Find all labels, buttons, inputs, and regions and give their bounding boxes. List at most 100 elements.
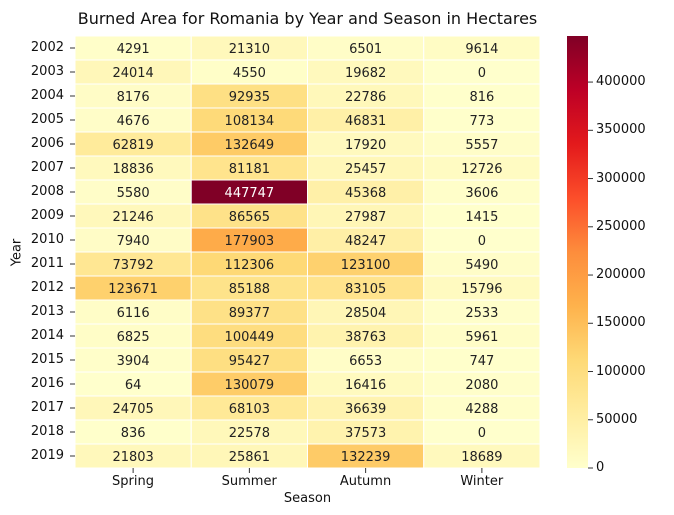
cell-value-label: 6116 — [117, 306, 150, 321]
cell-value-label: 85188 — [229, 282, 270, 297]
cell-value-label: 18689 — [461, 450, 502, 465]
heatmap-cell — [423, 203, 541, 229]
heatmap-cell — [190, 203, 308, 229]
cell-value-label: 62819 — [112, 138, 153, 153]
cell-value-label: 24705 — [112, 402, 153, 417]
colorbar-tick-label: 350000 — [596, 122, 646, 138]
cell-value-label: 4550 — [233, 66, 266, 81]
y-tick-label: 2017 — [30, 400, 64, 415]
cell-value-label: 92935 — [229, 90, 270, 105]
colorbar-tick-label: 150000 — [596, 315, 646, 331]
cell-value-label: 108134 — [225, 114, 275, 129]
heatmap-cell — [423, 419, 541, 445]
cell-value-label: 132649 — [225, 138, 275, 153]
cell-value-label: 447747 — [225, 186, 275, 201]
cell-value-label: 6825 — [117, 330, 150, 345]
heatmap-cell — [307, 35, 425, 61]
cell-value-label: 81181 — [229, 162, 270, 177]
cell-value-label: 747 — [469, 354, 494, 369]
x-axis-label: Season — [283, 491, 332, 506]
cell-value-label: 130079 — [225, 378, 275, 393]
cell-value-label: 132239 — [341, 450, 391, 465]
heatmap-cell — [190, 299, 308, 325]
cell-value-label: 28504 — [345, 306, 386, 321]
heatmap-cell — [423, 299, 541, 325]
cell-value-label: 89377 — [229, 306, 270, 321]
cell-value-label: 773 — [469, 114, 494, 129]
y-tick-label: 2002 — [30, 40, 64, 55]
y-tick-label: 2007 — [30, 160, 64, 175]
heatmap-cell — [190, 35, 308, 61]
cell-value-label: 4288 — [465, 402, 498, 417]
heatmap-cell — [423, 107, 541, 133]
cell-value-label: 68103 — [229, 402, 270, 417]
x-tick-label: Summer — [221, 474, 277, 489]
heatmap-cell — [74, 275, 192, 301]
cell-value-label: 5490 — [465, 258, 498, 273]
heatmap-cell — [74, 203, 192, 229]
colorbar-tick-label: 250000 — [596, 218, 646, 234]
heatmap-cell — [423, 275, 541, 301]
colorbar-tick-label: 400000 — [596, 74, 646, 90]
heatmap-cell — [307, 179, 425, 205]
heatmap-cell — [423, 131, 541, 157]
cell-value-label: 48247 — [345, 234, 386, 249]
heatmap-cell — [307, 347, 425, 373]
heatmap-cell — [74, 395, 192, 421]
cell-value-label: 5580 — [117, 186, 150, 201]
heatmap-cell — [307, 203, 425, 229]
cell-value-label: 9614 — [465, 42, 498, 57]
cell-value-label: 6653 — [349, 354, 382, 369]
heatmap-cell — [190, 323, 308, 349]
cell-value-label: 17920 — [345, 138, 386, 153]
heatmap-cell — [74, 419, 192, 445]
cell-value-label: 83105 — [345, 282, 386, 297]
heatmap-cell — [307, 59, 425, 85]
y-tick-label: 2019 — [30, 448, 64, 463]
cell-value-label: 7940 — [117, 234, 150, 249]
y-tick-label: 2010 — [30, 232, 64, 247]
y-tick-label: 2006 — [30, 136, 64, 151]
heatmap-cell — [74, 179, 192, 205]
y-tick-label: 2003 — [30, 64, 64, 79]
cell-value-label: 15796 — [461, 282, 502, 297]
heatmap-cell — [190, 179, 308, 205]
colorbar-tick-label: 200000 — [596, 267, 646, 283]
cell-value-label: 5961 — [465, 330, 498, 345]
heatmap-cell — [190, 59, 308, 85]
cell-value-label: 123100 — [341, 258, 391, 273]
heatmap-cell — [74, 107, 192, 133]
cell-value-label: 123671 — [108, 282, 158, 297]
cell-value-label: 21803 — [112, 450, 153, 465]
cell-value-label: 18836 — [112, 162, 153, 177]
cell-value-label: 100449 — [225, 330, 275, 345]
cell-value-label: 38763 — [345, 330, 386, 345]
cell-value-label: 19682 — [345, 66, 386, 81]
x-tick-label: Autumn — [339, 474, 392, 489]
cell-value-label: 21246 — [112, 210, 153, 225]
heatmap-cell — [423, 395, 541, 421]
y-tick-label: 2009 — [30, 208, 64, 223]
cell-value-label: 0 — [478, 426, 486, 441]
heatmap-cell — [190, 227, 308, 253]
heatmap-cell — [190, 155, 308, 181]
x-tick-label: Winter — [460, 474, 504, 489]
cell-value-label: 4676 — [117, 114, 150, 129]
heatmap-cell — [307, 323, 425, 349]
cell-value-label: 45368 — [345, 186, 386, 201]
cell-value-label: 36639 — [345, 402, 386, 417]
heatmap-cell — [190, 275, 308, 301]
cell-value-label: 16416 — [345, 378, 386, 393]
cell-value-label: 2533 — [465, 306, 498, 321]
cell-value-label: 5557 — [465, 138, 498, 153]
heatmap-cell — [423, 35, 541, 61]
cell-value-label: 21310 — [229, 42, 270, 57]
heatmap-cell — [190, 251, 308, 277]
heatmap-cell — [307, 251, 425, 277]
colorbar-tick-label: 300000 — [596, 170, 646, 186]
heatmap-cell — [74, 131, 192, 157]
heatmap-cell — [423, 227, 541, 253]
cell-value-label: 22578 — [229, 426, 270, 441]
